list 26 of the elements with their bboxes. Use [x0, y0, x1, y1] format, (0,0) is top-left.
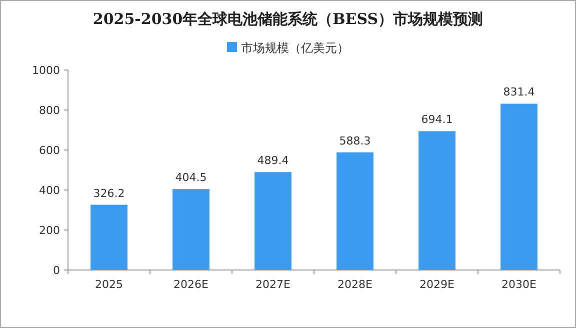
bar	[90, 204, 128, 270]
data-label: 326.2	[93, 186, 125, 200]
data-label: 489.4	[257, 154, 289, 168]
y-tick-label: 800	[39, 104, 60, 117]
x-tick-label: 2026E	[174, 278, 209, 291]
y-tick-label: 400	[39, 184, 60, 197]
bar	[418, 131, 456, 270]
data-label: 404.5	[175, 171, 207, 184]
x-tick-label: 2025	[95, 278, 123, 291]
y-tick-label: 600	[39, 144, 60, 157]
legend-label: 市场规模（亿美元）	[241, 41, 349, 55]
x-tick-label: 2027E	[256, 278, 291, 291]
bar	[172, 189, 210, 270]
x-tick-label: 2029E	[420, 278, 455, 291]
bar	[500, 104, 538, 270]
data-label: 588.3	[339, 134, 371, 148]
bar	[254, 172, 292, 270]
data-label: 831.4	[503, 86, 535, 99]
chart-title: 2025-2030年全球电池储能系统（BESS）市场规模预测	[92, 10, 484, 28]
data-label: 694.1	[421, 113, 453, 126]
x-tick-label: 2028E	[338, 278, 373, 291]
x-tick-label: 2030E	[502, 278, 537, 291]
y-tick-label: 1000	[32, 64, 60, 77]
y-tick-label: 200	[39, 224, 60, 237]
y-tick-label: 0	[53, 264, 60, 277]
bar	[336, 152, 374, 270]
